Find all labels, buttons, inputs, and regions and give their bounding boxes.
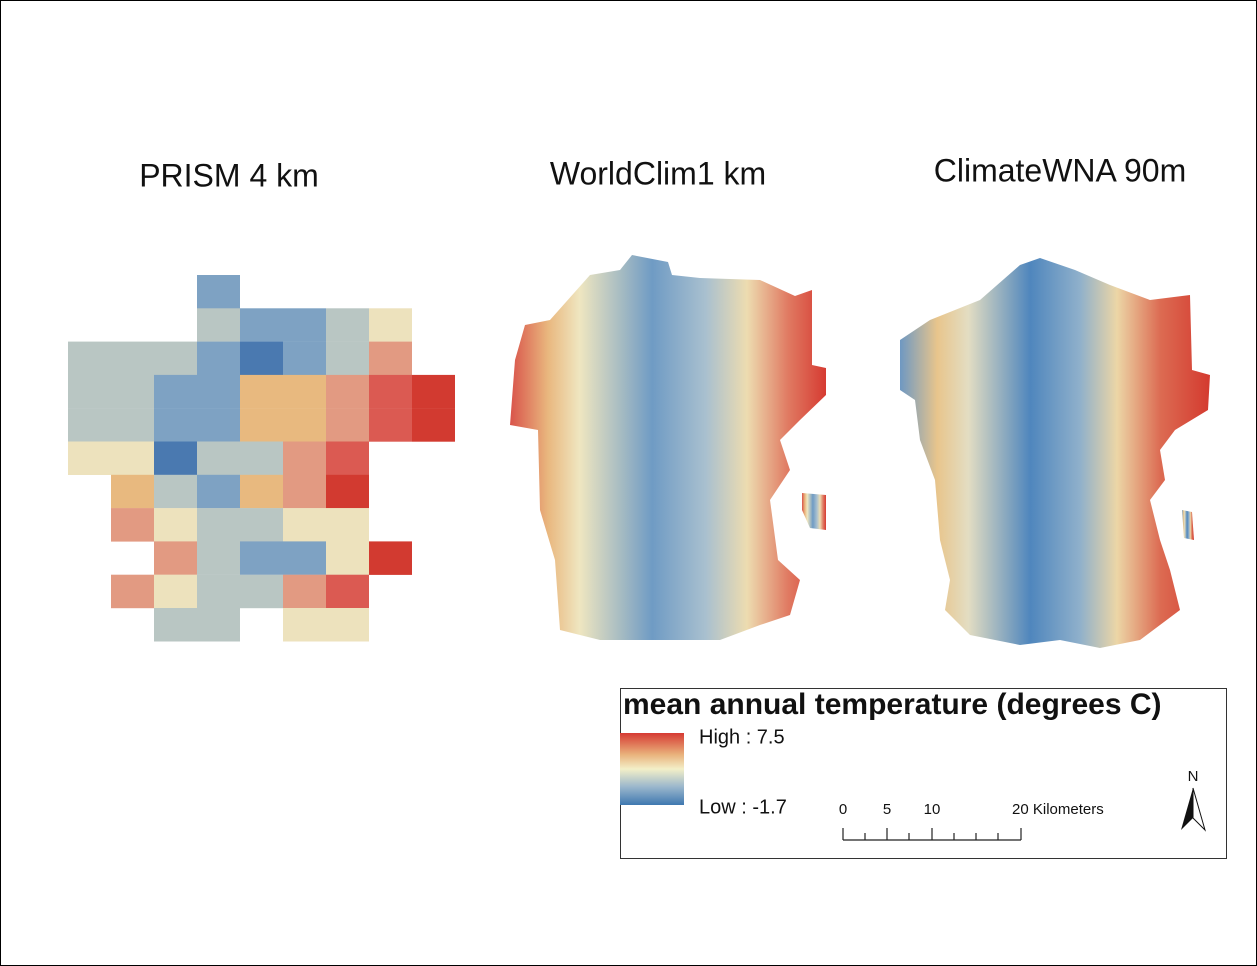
prism-cell [240, 308, 283, 342]
map-figure: PRISM 4 km WorldClim1 km ClimateWNA 90m … [0, 0, 1257, 966]
north-label: N [1188, 768, 1199, 785]
panel-title: ClimateWNA 90m [934, 152, 1187, 188]
prism-cell [197, 475, 240, 509]
prism-cell [283, 608, 326, 642]
prism-cell [68, 442, 111, 476]
prism-cell [197, 575, 240, 609]
prism-cell [326, 475, 369, 509]
prism-cell [68, 342, 111, 376]
prism-cell [111, 442, 154, 476]
prism-cell [197, 442, 240, 476]
legend-high: High : 7.5 [699, 726, 785, 748]
prism-cell [369, 342, 412, 376]
legend-low: Low : -1.7 [699, 796, 787, 818]
prism-cell [197, 375, 240, 409]
prism-cell [326, 608, 369, 642]
prism-cell [197, 308, 240, 342]
prism-cell [154, 375, 197, 409]
prism-cell [326, 308, 369, 342]
prism-cell [240, 442, 283, 476]
prism-cell [111, 475, 154, 509]
prism-cell [197, 408, 240, 442]
prism-cell [283, 375, 326, 409]
legend-title: mean annual temperature (degrees C) [623, 688, 1162, 721]
prism-cell [412, 375, 455, 409]
prism-cell [197, 608, 240, 642]
prism-cell [240, 475, 283, 509]
legend-ramp [620, 733, 684, 805]
prism-cell [326, 541, 369, 575]
prism-cell [326, 575, 369, 609]
prism-cell [326, 442, 369, 476]
prism-cell [240, 408, 283, 442]
prism-cell [283, 475, 326, 509]
prism-cell [283, 575, 326, 609]
prism-cell [154, 342, 197, 376]
prism-cell [111, 575, 154, 609]
prism-cell [154, 475, 197, 509]
prism-cell [111, 375, 154, 409]
prism-cell [154, 541, 197, 575]
scale-label: 5 [883, 801, 891, 818]
prism-cell [283, 541, 326, 575]
prism-cell [369, 541, 412, 575]
prism-cell [197, 541, 240, 575]
prism-cell [283, 508, 326, 541]
prism-cell [326, 408, 369, 442]
prism-cell [283, 442, 326, 476]
prism-cell [111, 508, 154, 541]
prism-cell [283, 408, 326, 442]
panel-title: PRISM 4 km [139, 157, 319, 193]
prism-cell [326, 375, 369, 409]
prism-cell [197, 275, 240, 309]
prism-cell [154, 508, 197, 541]
prism-cell [369, 308, 412, 342]
prism-cell [111, 408, 154, 442]
scale-label: 0 [839, 801, 847, 818]
scale-label: 20 Kilometers [1012, 801, 1104, 818]
prism-cell [154, 442, 197, 476]
prism-cell [326, 342, 369, 376]
prism-cell [68, 375, 111, 409]
worldclim-raster [510, 255, 826, 640]
scale-label: 10 [924, 801, 941, 818]
prism-cell [240, 575, 283, 609]
prism-cell [369, 408, 412, 442]
prism-cell [154, 575, 197, 609]
prism-cell [197, 342, 240, 376]
prism-cell [369, 375, 412, 409]
prism-cell [240, 508, 283, 541]
panel-title: WorldClim1 km [550, 155, 766, 191]
prism-cell [283, 342, 326, 376]
prism-cell [326, 508, 369, 541]
prism-cell [111, 342, 154, 376]
prism-cell [283, 308, 326, 342]
prism-cell [154, 408, 197, 442]
prism-cell [412, 408, 455, 442]
prism-cell [240, 342, 283, 376]
prism-cell [197, 508, 240, 541]
prism-cell [154, 608, 197, 642]
prism-cell [68, 408, 111, 442]
prism-cell [240, 375, 283, 409]
prism-cell [240, 541, 283, 575]
